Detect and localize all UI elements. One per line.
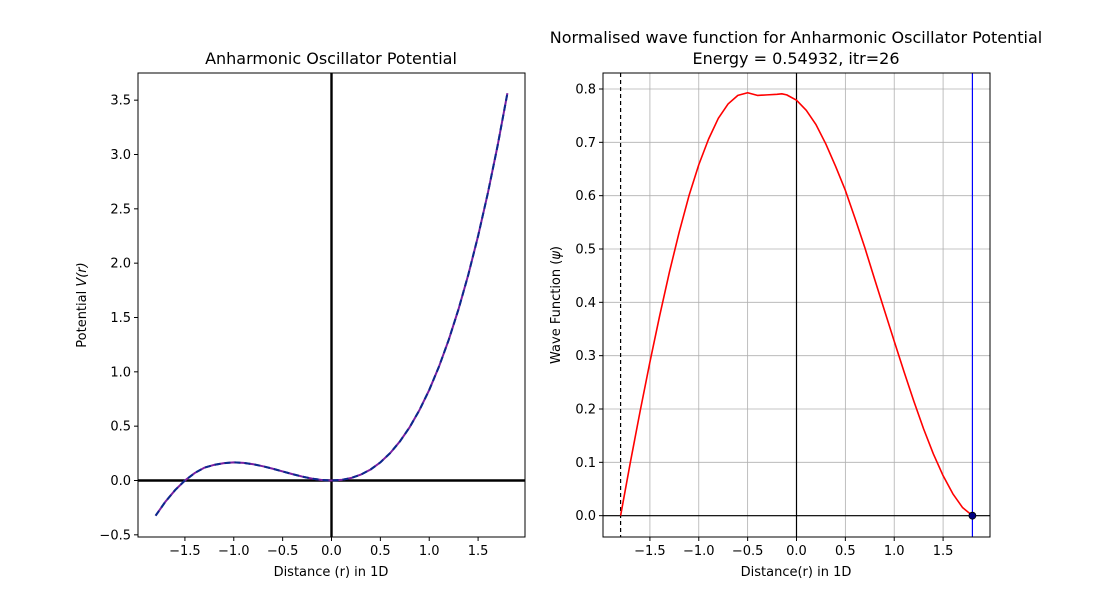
- x-tick-label: −1.0: [218, 544, 250, 559]
- potential-plot-frame: [137, 72, 526, 538]
- y-tick-label: 3.0: [110, 148, 131, 163]
- potential-plot-ticks: −1.5 −1.0 −0.5 0.0 0.5 1.0 1.5 −0.5 0.0 0.5 1.0 1.5…: [99, 94, 488, 559]
- x-tick-label: −0.5: [267, 544, 299, 559]
- wavefunction-plot: Normalised wave function for Anharmonic …: [549, 28, 1042, 580]
- y-tick-label: 2.0: [110, 257, 131, 272]
- x-tick-label: 0.5: [370, 544, 391, 559]
- y-tick-label: 1.5: [110, 311, 131, 326]
- y-tick-label: 3.5: [110, 94, 131, 109]
- y-tick-label: 2.5: [110, 202, 131, 217]
- y-tick-label: 0.5: [575, 243, 596, 258]
- x-tick-label: 0.5: [835, 544, 856, 559]
- y-tick-label: 0.1: [575, 456, 596, 471]
- x-tick-label: −0.5: [732, 544, 764, 559]
- y-tick-label: 0.2: [575, 403, 596, 418]
- wavefunction-curve: [619, 91, 973, 517]
- potential-plot-title: Anharmonic Oscillator Potential: [205, 49, 457, 68]
- x-tick-label: −1.0: [683, 544, 715, 559]
- y-tick-label: 1.0: [110, 365, 131, 380]
- x-tick-label: 0.0: [786, 544, 807, 559]
- potential-curve-dashed: [154, 93, 509, 517]
- x-tick-label: −1.5: [169, 544, 201, 559]
- x-tick-label: −1.5: [634, 544, 666, 559]
- wavefunction-plot-x-label: Distance(r) in 1D: [741, 565, 852, 580]
- y-tick-label: 0.6: [575, 189, 596, 204]
- potential-plot-series: [138, 73, 525, 537]
- wavefunction-plot-y-label-prefix: Wave Function (: [549, 260, 564, 364]
- y-tick-label: 0.8: [575, 83, 596, 98]
- wavefunction-plot-title: Normalised wave function for Anharmonic …: [550, 28, 1042, 47]
- endpoint-marker: [968, 511, 977, 520]
- wavefunction-plot-frame: [602, 72, 991, 538]
- y-tick-label: 0.4: [575, 296, 596, 311]
- x-tick-label: 1.0: [884, 544, 905, 559]
- y-tick-label: 0.7: [575, 136, 596, 151]
- wavefunction-plot-y-label: Wave Function (ψ): [549, 246, 564, 364]
- y-tick-label: 0.5: [110, 420, 131, 435]
- wavefunction-plot-ticks: −1.5 −1.0 −0.5 0.0 0.5 1.0 1.5 0.0 0.1 0.2 0.3 0.4 0…: [575, 83, 953, 560]
- potential-plot: Anharmonic Oscillator Potential −1.5 −1.0…: [75, 49, 526, 580]
- y-tick-label: 0.0: [110, 474, 131, 489]
- x-tick-label: 1.0: [419, 544, 440, 559]
- y-tick-label: −0.5: [99, 528, 131, 543]
- potential-plot-y-label-prefix: Potential: [75, 287, 90, 348]
- potential-plot-x-label: Distance (r) in 1D: [274, 565, 389, 580]
- y-tick-label: 0.3: [575, 349, 596, 364]
- wavefunction-plot-y-label-suffix: ): [549, 246, 564, 251]
- wavefunction-plot-y-label-var: ψ: [549, 251, 564, 260]
- wavefunction-plot-subtitle: Energy = 0.54932, itr=26: [693, 49, 900, 68]
- x-tick-label: 1.5: [468, 544, 489, 559]
- x-tick-label: 1.5: [933, 544, 954, 559]
- y-tick-label: 0.0: [575, 509, 596, 524]
- potential-plot-y-label: Potential V(r): [75, 262, 90, 347]
- x-tick-label: 0.0: [321, 544, 342, 559]
- potential-plot-y-label-var: V(r): [75, 262, 90, 286]
- wavefunction-plot-series: [603, 73, 990, 537]
